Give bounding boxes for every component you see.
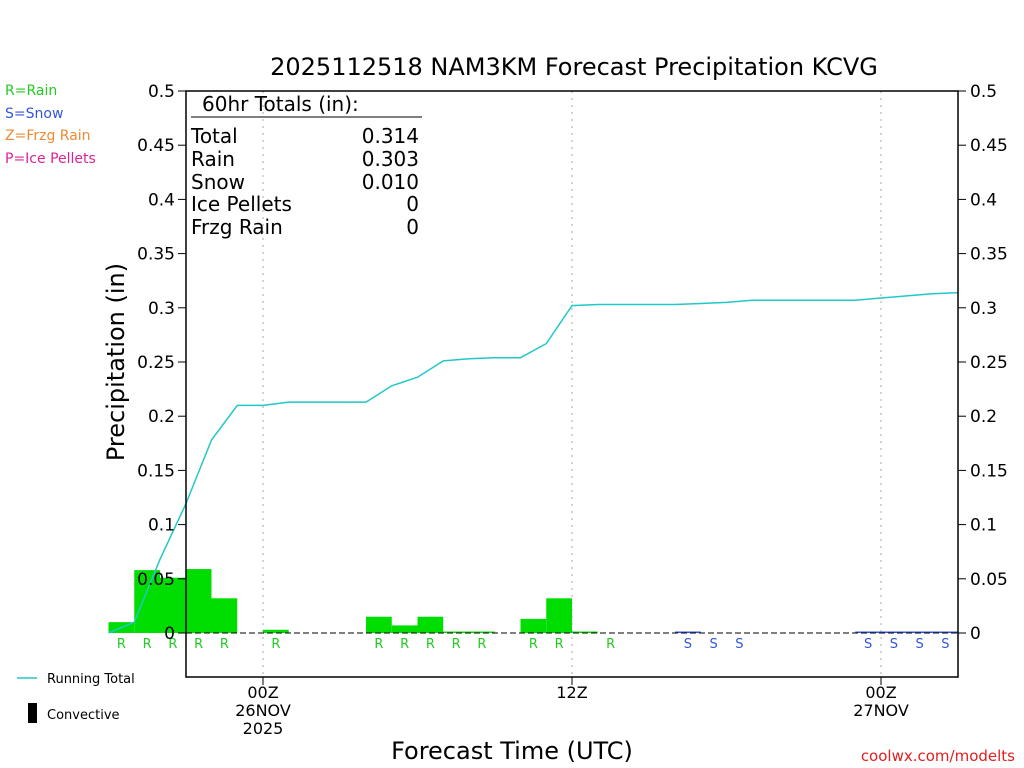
y-axis-right: 0 0.05 0.1 0.15 0.2 0.25 0.3 0.35 0.4 0.45 0.5 <box>958 82 1008 644</box>
precip-bar <box>881 631 907 633</box>
legend-ice-pellets: P=Ice Pellets <box>5 151 96 167</box>
totals-value: 0.010 <box>362 170 419 194</box>
totals-label: Ice Pellets <box>191 192 292 216</box>
x-axis-label: Forecast Time (UTC) <box>391 737 633 765</box>
precip-bar <box>391 625 418 633</box>
precip-bar <box>366 616 392 633</box>
precip-bar <box>520 618 547 633</box>
precip-bar <box>263 629 289 633</box>
precip-bar <box>546 598 572 633</box>
precip-bar <box>932 631 959 633</box>
y-axis-label: Precipitation (in) <box>102 263 130 461</box>
ptype-marker: R <box>117 637 126 652</box>
x-tick-label: 27NOV <box>853 701 909 720</box>
precip-bar <box>675 631 701 633</box>
ptype-marker: S <box>890 637 898 652</box>
convective-swatch <box>28 703 37 723</box>
y-tick-label: 0.5 <box>970 82 997 102</box>
precip-bar <box>417 616 444 633</box>
x-tick-label: 00Z <box>865 683 896 702</box>
y-tick-label: 0.45 <box>970 136 1008 156</box>
totals-value: 0 <box>406 192 419 216</box>
running-total-legend: Running Total <box>47 672 135 687</box>
ptype-marker: R <box>194 637 203 652</box>
x-tick-label: 2025 <box>243 719 284 738</box>
ptype-marker: R <box>452 637 461 652</box>
totals-value: 0.303 <box>362 147 419 171</box>
precip-bar <box>855 631 881 633</box>
precip-bar <box>185 569 212 633</box>
totals-header: 60hr Totals (in): <box>202 92 359 116</box>
y-tick-label: 0 <box>164 624 175 644</box>
precip-bar <box>443 631 469 633</box>
running-total-line <box>108 291 959 634</box>
x-axis: 00Z26NOV202512Z00Z27NOV12Z00Z28NOV <box>235 677 909 738</box>
y-tick-label: 0 <box>970 624 981 644</box>
y-tick-label: 0.2 <box>970 407 997 427</box>
ptype-marker: R <box>477 637 486 652</box>
ptype-marker: R <box>426 637 435 652</box>
y-tick-label: 0.05 <box>137 570 175 590</box>
precip-bar <box>160 577 186 633</box>
ptype-marker: R <box>143 637 152 652</box>
y-tick-label: 0.15 <box>970 461 1008 481</box>
credit-text: coolwx.com/modelts <box>861 747 1015 765</box>
y-tick-label: 0.05 <box>970 570 1008 590</box>
ptype-marker: S <box>941 637 949 652</box>
precip-bar <box>134 570 160 633</box>
chart-title: 2025112518 NAM3KM Forecast Precipitation… <box>270 53 878 81</box>
y-tick-label: 0.25 <box>137 353 175 373</box>
ptype-marker: R <box>168 637 177 652</box>
hourly-precip-bars <box>108 569 959 633</box>
precip-bar <box>211 598 238 633</box>
totals-label: Frzg Rain <box>191 215 283 239</box>
y-tick-label: 0.3 <box>148 299 175 319</box>
totals-label: Total <box>190 124 238 148</box>
ptype-marker: S <box>709 637 717 652</box>
y-tick-label: 0.5 <box>148 82 175 102</box>
series-legend: Running Total Convective <box>17 672 135 723</box>
y-tick-label: 0.35 <box>970 245 1008 265</box>
ptype-marker: R <box>400 637 409 652</box>
y-tick-label: 0.3 <box>970 299 997 319</box>
y-tick-label: 0.45 <box>137 136 175 156</box>
ptype-marker: R <box>220 637 229 652</box>
y-tick-label: 0.1 <box>970 516 997 536</box>
y-tick-label: 0.1 <box>148 516 175 536</box>
y-tick-label: 0.2 <box>148 407 175 427</box>
totals-value: 0 <box>406 215 419 239</box>
ptype-marker: R <box>606 637 615 652</box>
precip-bar <box>572 631 598 633</box>
ptype-marker: S <box>864 637 872 652</box>
ptype-marker: R <box>529 637 538 652</box>
ptype-marker: R <box>271 637 280 652</box>
precip-bar <box>906 631 933 633</box>
y-tick-label: 0.4 <box>970 190 997 210</box>
totals-panel: 60hr Totals (in): Total 0.314 Rain 0.303… <box>190 92 422 239</box>
x-tick-label: 26NOV <box>235 701 291 720</box>
ptype-legend: R=Rain S=Snow Z=Frzg Rain P=Ice Pellets <box>5 83 96 167</box>
legend-snow: S=Snow <box>5 106 63 122</box>
ptype-marker: S <box>735 637 743 652</box>
totals-label: Snow <box>191 170 245 194</box>
y-axis-left: 0 0.05 0.1 0.15 0.2 0.25 0.3 0.35 0.4 0.45 0.5 <box>137 82 186 644</box>
ptype-marker: S <box>684 637 692 652</box>
totals-value: 0.314 <box>362 124 419 148</box>
x-tick-label: 00Z <box>247 683 278 702</box>
y-tick-label: 0.35 <box>137 245 175 265</box>
ptype-marker: R <box>555 637 564 652</box>
ptype-marker: S <box>915 637 923 652</box>
totals-label: Rain <box>191 147 235 171</box>
y-tick-label: 0.4 <box>148 190 175 210</box>
y-tick-label: 0.15 <box>137 461 175 481</box>
convective-legend: Convective <box>47 708 120 723</box>
y-tick-label: 0.25 <box>970 353 1008 373</box>
ptype-marker: R <box>374 637 383 652</box>
legend-freezing-rain: Z=Frzg Rain <box>5 128 91 144</box>
x-tick-label: 12Z <box>556 683 587 702</box>
precip-bar <box>469 631 495 633</box>
legend-rain: R=Rain <box>5 83 57 99</box>
